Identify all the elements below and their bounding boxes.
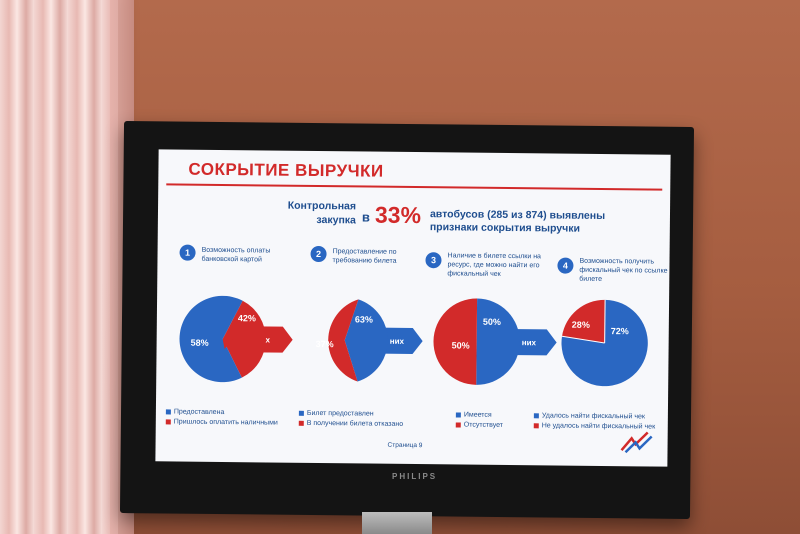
curtain xyxy=(0,0,118,534)
pie-label-blue: 63% xyxy=(355,314,373,324)
item-text-3: Наличие в билете ссылки на ресурс, где м… xyxy=(447,252,542,278)
pie-chart-4: 28% 72% xyxy=(554,293,671,404)
pie-slice-blue xyxy=(179,295,243,383)
pie-label-red: 42% xyxy=(238,313,256,323)
pie-label-red: 37% xyxy=(316,339,334,349)
pie-svg-3: из них 50% 50% xyxy=(433,298,557,385)
legend-swatch-red xyxy=(298,420,304,426)
pie-svg-1: из них 58% 42% xyxy=(179,295,293,383)
legend-row: Отсутствует xyxy=(455,420,504,430)
pie-slice-blue xyxy=(476,298,520,385)
pie-chart-2: из них 37% 63% xyxy=(294,291,425,402)
legend-label: Имеется xyxy=(463,411,492,419)
logo-red-stroke xyxy=(620,431,649,452)
legend-swatch-blue xyxy=(455,412,461,418)
legend-swatch-blue xyxy=(298,410,304,416)
item-number-2: 2 xyxy=(310,245,327,263)
organization-logo xyxy=(620,431,653,454)
pie-slice-red xyxy=(562,299,606,344)
arrow-label: из них xyxy=(511,338,537,347)
item-text-2: Предоставление по требованию билета xyxy=(332,248,397,265)
legend-swatch-red xyxy=(455,422,461,428)
legend-label: Пришлось оплатить наличными xyxy=(173,418,278,427)
legend-swatch-red xyxy=(165,419,171,425)
pie-slice-red xyxy=(222,300,266,378)
pie-notch xyxy=(222,339,233,350)
legend-label: Предоставлена xyxy=(173,408,225,417)
item-number-1: 1 xyxy=(179,244,196,261)
pie-chart-3: из них 50% 50% xyxy=(428,292,559,403)
pie-chart-1: из них 58% 42% xyxy=(164,289,295,400)
legend-row: Пришлось оплатить наличными xyxy=(165,417,278,428)
item-number-3: 3 xyxy=(425,252,442,269)
arrow-label: из них xyxy=(379,337,405,346)
pie-slice-blue xyxy=(344,299,388,382)
presentation-slide: СОКРЫТИЕ ВЫРУЧКИ Контрольная закупка в 3… xyxy=(155,149,671,467)
subtitle-right: автобусов (285 из 874) выявлены признаки… xyxy=(429,208,606,235)
pie-label-red: 28% xyxy=(572,320,590,330)
pie-svg-4: 28% 72% xyxy=(561,299,648,387)
page-number: Страница 9 xyxy=(387,441,423,450)
tv-stand xyxy=(362,512,432,534)
legend-row: В получении билета отказано xyxy=(298,419,404,430)
title-underline xyxy=(166,183,663,191)
legend-label: В получении билета отказано xyxy=(306,419,404,428)
pie-label-blue: 58% xyxy=(191,338,209,348)
item-text-1: Возможность оплаты банковской картой xyxy=(201,246,271,264)
legend-row: Имеется xyxy=(455,410,503,420)
legend-label: Не удалось найти фискальный чек xyxy=(541,422,656,431)
legend-swatch-blue xyxy=(533,412,539,418)
pie-label-blue: 50% xyxy=(483,317,501,327)
subtitle-percent: 33% xyxy=(374,201,422,229)
tv-brand: PHILIPS xyxy=(392,472,438,481)
legend-swatch-blue xyxy=(165,409,171,415)
pie-slice-red xyxy=(433,298,478,385)
pie-label-blue: 72% xyxy=(611,326,629,336)
subtitle-left: Контрольная закупка xyxy=(287,199,357,227)
legend-2: Билет предоставлен В получении билета от… xyxy=(298,409,404,430)
slide-title: СОКРЫТИЕ ВЫРУЧКИ xyxy=(188,159,384,181)
legend-3: Имеется Отсутствует xyxy=(455,410,504,430)
legend-4: Удалось найти фискальный чек Не удалось … xyxy=(533,411,656,432)
legend-label: Отсутствует xyxy=(463,421,504,429)
logo-blue-stroke xyxy=(624,435,653,454)
pie-divider xyxy=(561,335,605,344)
legend-1: Предоставлена Пришлось оплатить наличным… xyxy=(165,407,278,428)
legend-swatch-red xyxy=(533,422,539,428)
item-text-4: Возможность получить фискальный чек по с… xyxy=(579,257,671,283)
pie-slice-red xyxy=(328,299,359,382)
item-number-4: 4 xyxy=(557,257,574,274)
legend-label: Билет предоставлен xyxy=(306,409,374,418)
pie-label-red: 50% xyxy=(452,340,470,350)
legend-label: Удалось найти фискальный чек xyxy=(541,412,646,421)
subtitle-in: в xyxy=(361,209,371,225)
pie-svg-2: из них 37% 63% xyxy=(316,299,423,382)
